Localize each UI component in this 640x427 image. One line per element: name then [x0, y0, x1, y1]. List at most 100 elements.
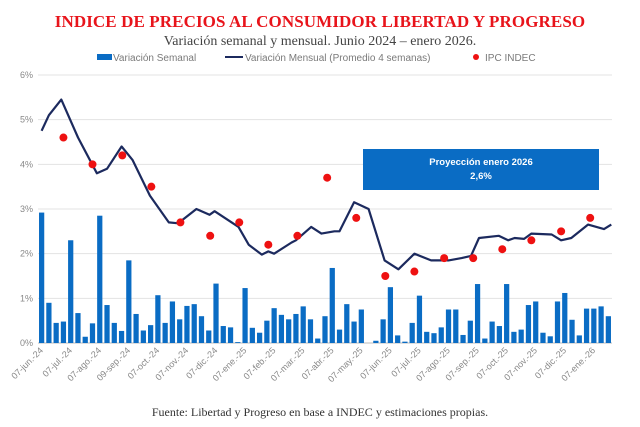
y-tick-label: 1% [20, 293, 33, 303]
weekly-bar [111, 322, 117, 343]
weekly-bar [496, 326, 502, 343]
legend-swatch-ipc [473, 54, 479, 60]
ipc-dot [235, 218, 244, 227]
ipc-dot [586, 213, 595, 222]
weekly-bar [605, 316, 611, 343]
weekly-bar [533, 301, 539, 343]
weekly-bar [184, 305, 190, 343]
y-tick-label: 5% [20, 115, 33, 125]
annotation-title: Proyección enero 2026 [429, 157, 533, 168]
ipc-dot [498, 245, 507, 254]
ipc-dot [440, 254, 449, 263]
weekly-bar [554, 301, 561, 343]
weekly-bar [75, 313, 81, 343]
ipc-dot [352, 213, 361, 222]
weekly-bar [60, 321, 67, 343]
ipc-dot [323, 173, 332, 182]
weekly-bar [293, 313, 299, 343]
legend-label-monthly: Variación Mensual (Promedio 4 semanas) [245, 53, 430, 64]
weekly-bar [409, 322, 415, 343]
weekly-bar [286, 319, 292, 343]
weekly-bar [235, 342, 241, 343]
weekly-bar [118, 330, 125, 343]
weekly-bar [278, 314, 285, 343]
weekly-bar [148, 325, 154, 343]
projection-annotation: Proyección enero 2026 2,6% [363, 149, 599, 190]
ipc-dot [293, 231, 302, 240]
ipc-dot [469, 254, 478, 263]
ipc-dot [264, 240, 273, 249]
weekly-bar [271, 308, 277, 343]
legend-label-weekly: Variación Semanal [113, 53, 196, 64]
legend-label-ipc: IPC INDEC [485, 53, 536, 64]
weekly-bar [256, 332, 263, 343]
weekly-bar [126, 260, 132, 343]
chart-title: INDICE DE PRECIOS AL CONSUMIDOR LIBERTAD… [54, 12, 586, 31]
weekly-bar [402, 341, 408, 343]
weekly-bar [591, 308, 597, 343]
weekly-bar [351, 321, 357, 343]
weekly-bar [300, 306, 306, 343]
weekly-bar [198, 316, 205, 343]
weekly-bar [68, 240, 74, 343]
ipc-dot [176, 218, 185, 227]
weekly-bar [104, 305, 110, 343]
ipc-dot [147, 182, 156, 191]
y-tick-label: 0% [20, 338, 33, 348]
x-tick-label: 07-jun.-24 [9, 345, 45, 381]
y-tick-label: 2% [20, 249, 33, 259]
weekly-bar [162, 322, 168, 343]
weekly-bar [336, 329, 343, 343]
weekly-bar [177, 319, 183, 343]
weekly-bar [424, 331, 430, 343]
weekly-bar [380, 319, 386, 343]
y-tick-label: 3% [20, 204, 33, 214]
legend-swatch-weekly [97, 54, 112, 60]
ipc-dot [206, 231, 215, 240]
legend: Variación Semanal Variación Mensual (Pro… [97, 53, 536, 64]
ipc-dot [118, 151, 127, 160]
weekly-bar [489, 321, 495, 343]
monthly-average-line [40, 98, 612, 271]
weekly-bar [373, 340, 379, 343]
y-tick-label: 4% [20, 159, 33, 169]
weekly-bar [416, 295, 423, 343]
ipc-dot [381, 272, 390, 280]
weekly-bar [482, 338, 488, 343]
weekly-bar [358, 309, 364, 343]
weekly-bar [169, 301, 176, 343]
y-tick-label: 6% [20, 70, 33, 80]
chart-source: Fuente: Libertad y Progreso en base a IN… [151, 405, 489, 419]
weekly-bar [242, 288, 248, 343]
weekly-bar [329, 267, 335, 343]
weekly-bar [511, 331, 517, 343]
weekly-bar [525, 305, 532, 343]
weekly-bar [547, 336, 553, 343]
weekly-bar [206, 330, 212, 343]
chart-subtitle: Variación semanal y mensual. Junio 2024 … [163, 34, 477, 49]
weekly-bar [213, 283, 219, 343]
weekly-bar [39, 212, 45, 343]
weekly-bar [445, 309, 452, 343]
weekly-bar [322, 316, 328, 343]
weekly-bar [82, 336, 88, 343]
weekly-bar [227, 327, 234, 343]
weekly-bar [140, 330, 146, 343]
ipc-dot [88, 160, 97, 169]
weekly-bar [453, 309, 459, 343]
weekly-bar [133, 313, 139, 343]
weekly-bar [583, 308, 590, 343]
ipc-dot [59, 133, 68, 142]
weekly-bar [315, 338, 321, 343]
ipc-dot [557, 227, 566, 236]
weekly-bar [569, 319, 575, 343]
weekly-bar [438, 327, 444, 343]
weekly-bar [598, 306, 604, 343]
weekly-bar [220, 326, 226, 343]
weekly-bar [97, 215, 103, 343]
weekly-bar [249, 327, 255, 343]
annotation-value: 2,6% [470, 171, 492, 182]
weekly-bar [264, 320, 270, 343]
ipc-dot [410, 267, 419, 276]
